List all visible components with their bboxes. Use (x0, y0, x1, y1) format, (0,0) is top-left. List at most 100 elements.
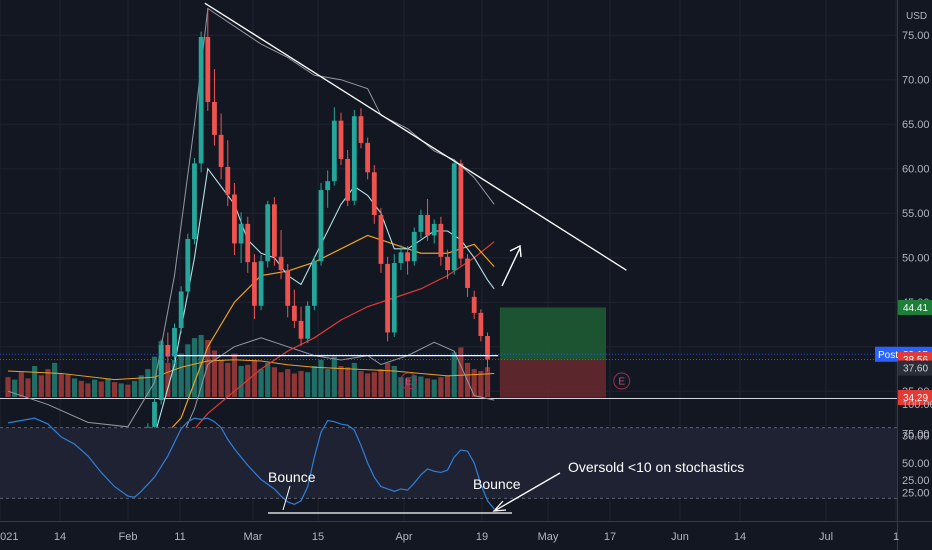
volume-bar (285, 369, 291, 397)
volume-bar (38, 375, 44, 397)
candle-body (152, 401, 157, 427)
candle-body (371, 172, 377, 215)
volume-bar (118, 383, 124, 397)
candle-body (311, 261, 317, 306)
candle-body (345, 158, 351, 201)
time-tick-label: Feb (119, 531, 138, 543)
oversold-label: Oversold <10 on stochastics (568, 459, 744, 475)
volume-bar (365, 373, 371, 397)
volume-bar (371, 372, 377, 397)
volume-bar (138, 375, 144, 397)
volume-bar (45, 369, 51, 397)
volume-bar (405, 378, 411, 397)
position-target-zone (499, 307, 606, 360)
time-tick-label: 14 (54, 531, 66, 543)
volume-bar (125, 384, 131, 397)
price-badge-bg (898, 390, 932, 406)
time-tick-label: Apr (395, 531, 412, 543)
stoch-tick-label: 25.00 (902, 488, 930, 500)
volume-bar (131, 380, 138, 397)
volume-bar (265, 362, 271, 397)
price-badge-prefix: Post (878, 350, 898, 361)
volume-bar (238, 366, 244, 397)
price-badge-label: 34.29 (903, 393, 928, 404)
candle-body (245, 223, 251, 263)
candle-body (205, 36, 211, 102)
volume-bar (185, 344, 191, 397)
candle-body (238, 223, 244, 244)
bollinger-upper-line (7, 7, 495, 428)
candle-body (272, 204, 277, 257)
volume-bar (444, 375, 451, 397)
volume-bar (245, 364, 251, 397)
volume-bar (338, 366, 344, 397)
volume-bar (52, 362, 58, 397)
time-tick-label: 2021 (0, 531, 18, 543)
volume-bar (418, 376, 424, 397)
volume-bar (278, 372, 284, 397)
candle-body (285, 270, 291, 306)
time-axis[interactable]: 2021 14 Feb 11 Mar 15 Apr 19 May 17 Jun 14 Jul 1 (0, 531, 899, 543)
volume-bar (225, 362, 231, 397)
price-tick-label: 55.00 (902, 208, 930, 220)
volume-bar (311, 366, 317, 397)
time-tick-label: 19 (476, 531, 488, 543)
stochastic-axis[interactable]: 100.00 75.00 50.00 25.00 (902, 399, 932, 500)
earnings-marker-label: E (405, 377, 412, 388)
volume-bar (91, 379, 98, 397)
earnings-marker-label: E (618, 377, 625, 388)
volume-bar (72, 378, 78, 397)
volume-bar (291, 373, 297, 397)
candlesticks (5, 9, 490, 466)
volume-bar (431, 379, 437, 397)
candle-body (438, 223, 444, 257)
candle-body (172, 328, 177, 357)
stoch-tick-label: 50.00 (902, 458, 930, 470)
candle-body (338, 120, 344, 159)
volume-bar (58, 373, 64, 397)
volume-bar (251, 359, 258, 397)
volume-bar (5, 377, 11, 397)
oversold-arrow-head (492, 500, 507, 512)
stochastic-line (7, 417, 495, 510)
price-axis[interactable]: USD 75.0070.0065.0060.0055.0050.0045.003… (875, 11, 932, 487)
volume-bar (331, 356, 337, 397)
volume-bar (18, 372, 24, 397)
candle-body (232, 194, 237, 244)
candle-body (252, 262, 257, 306)
volume-bar (325, 369, 331, 397)
earnings-marker (400, 372, 418, 390)
volume-bar (32, 366, 38, 397)
time-tick-label: 15 (312, 531, 324, 543)
bounce-label-1: Bounce (268, 469, 316, 485)
volume-bar (211, 350, 218, 397)
candle-body (198, 36, 204, 164)
candle-body (192, 163, 197, 240)
candle-body (165, 344, 171, 357)
volume-bar (171, 359, 178, 397)
candle-body (458, 163, 464, 259)
currency-label: USD (906, 11, 927, 22)
price-tick-label: 70.00 (902, 75, 930, 87)
volume-bar (165, 362, 171, 397)
bounce-pointer (282, 485, 291, 511)
annotations: Bounce Bounce Oversold <10 on stochastic… (268, 459, 744, 492)
price-tick-label: 30.00 (902, 431, 930, 443)
volume-bar (305, 372, 311, 397)
volume-bar (318, 359, 324, 397)
volume-bar (231, 353, 238, 397)
time-tick-label: 1 (893, 531, 899, 543)
candle-body (218, 134, 224, 167)
volume-bar (391, 366, 397, 397)
candle-body (451, 163, 457, 271)
price-badge-bg (898, 299, 932, 315)
long-position-tool[interactable] (499, 307, 606, 398)
price-badge-label: 37.60 (903, 364, 928, 375)
volume-bar (105, 378, 111, 397)
candle-body (305, 305, 311, 339)
price-badge-label: 44.41 (903, 303, 928, 314)
candle-body (378, 214, 384, 264)
volume-bar (78, 380, 84, 397)
